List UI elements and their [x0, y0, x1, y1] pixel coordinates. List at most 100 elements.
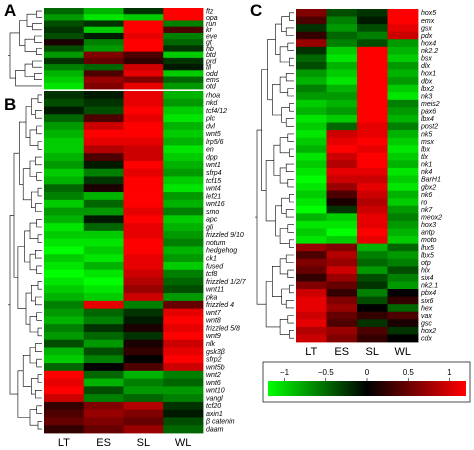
heatmap-c-cell: [387, 289, 419, 297]
heatmap-c-cell: [357, 190, 388, 199]
heatmap-b-cell: [83, 285, 124, 294]
dendrogram-branch: [285, 118, 294, 127]
heatmap-b-cell: [123, 355, 164, 364]
dendrogram-branch: [275, 23, 282, 55]
dendrogram-branch: [29, 409, 38, 426]
dendrogram-branch: [287, 42, 294, 51]
heatmap-b-cell: [123, 262, 164, 271]
heatmap-c-cell: [357, 251, 388, 260]
heatmap-c-cell: [387, 77, 419, 86]
heatmap-c-cell: [357, 46, 388, 55]
heatmap-c-cell: [296, 236, 327, 245]
dendrogram-branch: [34, 35, 42, 43]
heatmap-b-cell: [44, 300, 85, 310]
heatmap-c-cell: [296, 77, 327, 86]
heatmap-b-row-label: gsk3β: [206, 349, 225, 356]
heatmap-c-cell: [296, 220, 327, 229]
heatmap-c-cell: [326, 326, 358, 335]
heatmap-c-cell: [357, 9, 388, 17]
heatmap-b-row-label: sfrp2: [206, 357, 222, 364]
heatmap-a-row-label: ems: [206, 77, 220, 84]
heatmap-c-cell: [296, 243, 327, 252]
heatmap-c-cell: [326, 190, 358, 199]
heatmap-b-cell: [83, 223, 124, 232]
dendrogram-branch: [32, 23, 42, 31]
heatmap-b-row-label: dpp: [206, 154, 218, 161]
heatmap-c-row-label: gsc: [421, 320, 432, 327]
heatmap-c-cell: [387, 311, 419, 320]
dendrogram-branch: [35, 110, 42, 119]
heatmap-b-cell: [123, 106, 164, 115]
heatmap-b-cell: [44, 386, 85, 395]
heatmap-c-cell: [387, 167, 419, 176]
heatmap-b-row-label: en: [206, 147, 214, 154]
panel-letter-c: C: [250, 1, 263, 20]
dendrogram-branch: [36, 125, 42, 135]
heatmap-b-cell: [123, 153, 164, 162]
heatmap-b-cell: [123, 417, 164, 426]
heatmap-b-cell: [83, 331, 124, 341]
heatmap-b-cell: [83, 363, 124, 372]
heatmap-b-cell: [163, 331, 204, 341]
dendrogram-branch: [279, 258, 288, 275]
heatmap-a-row-label: eve: [206, 33, 217, 40]
heatmap-b-row-label: vangl: [206, 395, 223, 402]
heatmap-c-cell: [357, 281, 388, 290]
heatmap-b-row-label: nlk: [206, 341, 215, 348]
heatmap-c-cell: [296, 54, 327, 63]
heatmap-c-cell: [357, 311, 388, 320]
heatmap-b-cell: [83, 386, 124, 395]
dendrogram-branch: [287, 179, 294, 188]
heatmap-c-cell: [387, 266, 419, 275]
heatmap-b-cell: [163, 238, 204, 247]
heatmap-b-cell: [44, 262, 85, 271]
heatmap-b-cell: [44, 324, 85, 333]
dendrogram-branch: [287, 269, 294, 278]
heatmap-b-cell: [83, 316, 124, 325]
heatmap-c-cell: [357, 319, 388, 328]
heatmap-c-cell: [387, 190, 419, 199]
heatmap-b-row-label: lef21: [206, 193, 221, 200]
heatmap-b-cell: [163, 417, 204, 426]
color-scale-tick-label: 0.5: [403, 368, 415, 377]
heatmap-c-cell: [357, 31, 388, 40]
dendrogram-branch: [267, 39, 276, 101]
heatmap-b-cell: [123, 409, 164, 418]
dendrogram-branch: [35, 296, 42, 306]
heatmap-b-row-label: tcf8: [206, 271, 217, 278]
heatmap-c-cell: [387, 9, 419, 17]
heatmap-b-cell: [123, 300, 164, 310]
row-dendrograms: [8, 10, 294, 430]
heatmap-c-cell: [387, 16, 419, 25]
heatmap-b-cell: [123, 285, 164, 294]
heatmap-a-cell: [163, 26, 204, 34]
heatmap-c-cell: [387, 39, 419, 48]
heatmap-c-cell: [357, 236, 388, 245]
heatmap-c-cell: [296, 266, 327, 275]
heatmap-c-cell: [387, 296, 419, 305]
heatmap-c-cell: [326, 114, 358, 123]
heatmap-c-row-label: nk4: [421, 169, 432, 176]
heatmap-b-cell: [83, 246, 124, 255]
heatmap-c-cell: [296, 107, 327, 116]
heatmap-b-cell: [123, 114, 164, 123]
heatmap-a-cell: [123, 45, 164, 53]
heatmap-b-cell: [123, 91, 164, 100]
heatmap-b-row-label: frizzled 5/8: [206, 325, 240, 332]
heatmap-b-cell: [123, 324, 164, 333]
heatmap-a-cell: [44, 57, 85, 65]
heatmap-b-cell: [123, 378, 164, 387]
dendrogram-branch: [287, 315, 294, 324]
heatmap-b-cell: [163, 199, 204, 208]
dendrogram-branch: [19, 20, 27, 46]
heatmap-c-cell: [296, 175, 327, 184]
heatmap-b-row-label: plc: [205, 116, 215, 123]
heatmap-c-cell: [387, 319, 419, 328]
heatmap-a-cell: [123, 76, 164, 84]
heatmap-c-cell: [357, 92, 388, 101]
heatmap-c-cell: [296, 296, 327, 305]
heatmap-b-cell: [83, 122, 124, 131]
heatmap-a-cell: [83, 76, 124, 84]
heatmap-c-cell: [387, 334, 419, 343]
dendrogram-branch: [285, 163, 294, 172]
